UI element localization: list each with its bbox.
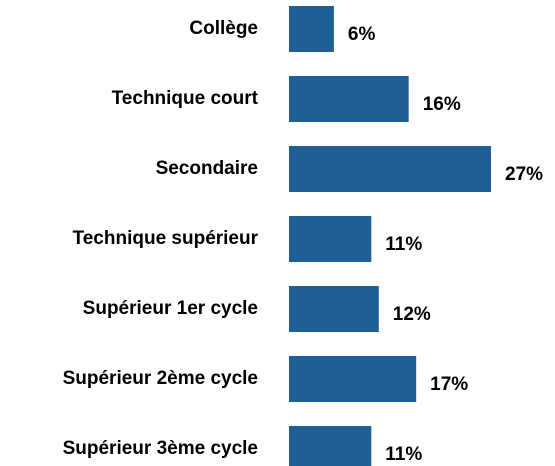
category-label: Technique court bbox=[112, 88, 259, 109]
category-label: Technique supérieur bbox=[73, 228, 259, 249]
bar bbox=[289, 76, 409, 122]
value-label: 12% bbox=[393, 304, 431, 325]
bar bbox=[289, 6, 334, 52]
bar bbox=[289, 426, 372, 466]
value-label: 11% bbox=[385, 234, 422, 255]
bar bbox=[289, 356, 417, 402]
category-label: Supérieur 1er cycle bbox=[83, 298, 258, 319]
value-label: 16% bbox=[423, 94, 461, 115]
bar bbox=[289, 216, 372, 262]
value-label: 17% bbox=[430, 374, 468, 395]
value-label: 6% bbox=[348, 24, 376, 45]
value-label: 11% bbox=[385, 444, 422, 465]
category-label: Supérieur 3ème cycle bbox=[63, 438, 258, 459]
bar bbox=[289, 146, 491, 192]
value-label: 27% bbox=[505, 164, 543, 185]
category-label: Secondaire bbox=[156, 158, 258, 179]
category-label: Collège bbox=[189, 18, 258, 39]
category-label: Supérieur 2ème cycle bbox=[63, 368, 258, 389]
bar bbox=[289, 286, 379, 332]
